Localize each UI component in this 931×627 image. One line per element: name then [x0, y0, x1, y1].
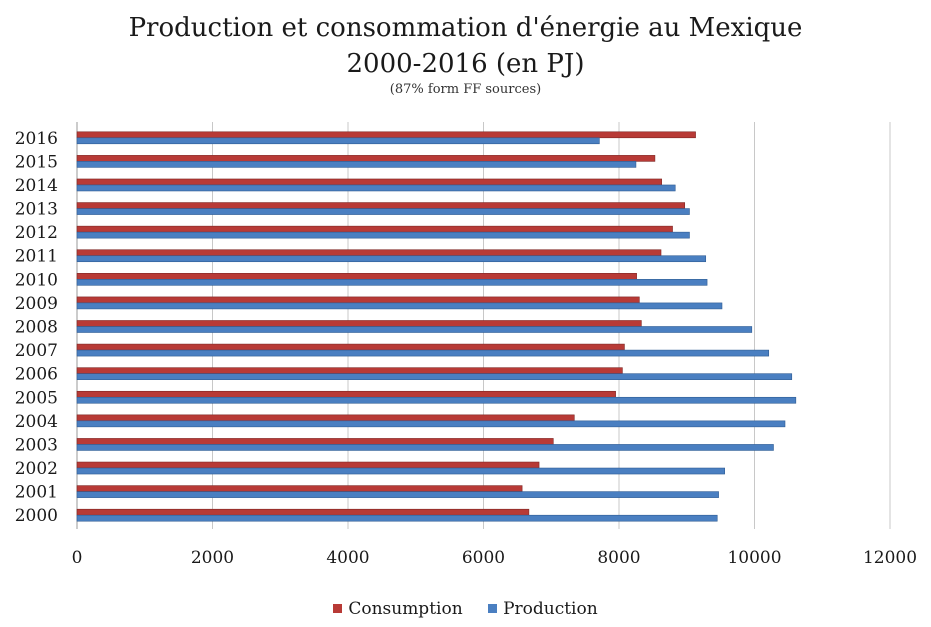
bars: [76, 131, 797, 522]
chart-title-line2: 2000-2016 (en PJ): [346, 49, 585, 79]
x-tick-label-2000: 2000: [191, 548, 234, 568]
x-tick-label-10000: 10000: [727, 548, 781, 568]
category-label-2012: 2012: [15, 223, 58, 243]
bar-consumption-2001: [76, 485, 523, 492]
bar-consumption-2012: [76, 225, 673, 233]
bar-production-2006: [76, 373, 793, 380]
bar-production-2012: [76, 231, 690, 239]
category-label-2008: 2008: [15, 318, 58, 338]
bar-consumption-2005: [76, 390, 616, 398]
category-label-2002: 2002: [15, 459, 58, 479]
legend-swatch-production: [488, 604, 498, 613]
x-tick-label-8000: 8000: [597, 548, 640, 568]
bar-production-2015: [76, 161, 637, 168]
bar-consumption-2008: [76, 320, 642, 327]
x-tick-label-4000: 4000: [326, 548, 369, 568]
legend-item-production: Production: [488, 599, 598, 619]
bar-consumption-2010: [76, 273, 637, 280]
bar-production-2005: [76, 396, 797, 404]
category-label-2009: 2009: [15, 294, 58, 314]
bar-production-2004: [76, 420, 786, 428]
bar-consumption-2011: [76, 249, 662, 257]
x-tick-label-6000: 6000: [462, 548, 505, 568]
legend-swatch-consumption: [333, 604, 343, 613]
category-label-2006: 2006: [15, 365, 58, 385]
bar-consumption-2006: [76, 367, 623, 374]
legend-label-production: Production: [503, 598, 598, 619]
category-label-2015: 2015: [15, 152, 58, 172]
bar-production-2011: [76, 255, 707, 263]
bar-production-2014: [76, 184, 676, 192]
category-label-2016: 2016: [15, 129, 58, 149]
bar-consumption-2000: [76, 508, 530, 516]
chart-subtitle: (87% form FF sources): [389, 82, 542, 97]
bar-consumption-2016: [76, 131, 696, 139]
chart-title: Production et consommation d'énergie au …: [128, 13, 803, 43]
x-tick-label-0: 0: [72, 548, 83, 568]
bar-consumption-2002: [76, 461, 540, 469]
legend-item-consumption: Consumption: [333, 598, 463, 619]
bar-consumption-2004: [76, 414, 575, 422]
category-label-2003: 2003: [15, 435, 58, 455]
bar-production-2016: [76, 137, 600, 145]
bar-production-2000: [76, 514, 718, 522]
category-label-2011: 2011: [15, 247, 58, 267]
bar-production-2007: [76, 349, 770, 357]
bar-production-2009: [76, 302, 723, 310]
legend-label-consumption: Consumption: [348, 598, 463, 619]
bar-production-2003: [76, 444, 774, 451]
legend: Consumption Production: [0, 598, 931, 619]
bar-consumption-2014: [76, 178, 662, 186]
bar-consumption-2009: [76, 296, 640, 304]
bar-production-2002: [76, 467, 725, 475]
bar-consumption-2013: [76, 202, 686, 209]
category-labels: 2000 2001 2002 2003 2004 2005 2006 2007 2008 2009…: [15, 129, 58, 526]
chart-titles: Production et consommation d'énergie au …: [0, 10, 931, 98]
x-tick-labels: 0 2000 4000 6000 8000 10000 12000: [72, 548, 917, 568]
x-tick-label-12000: 12000: [863, 548, 917, 568]
bar-consumption-2003: [76, 438, 554, 445]
category-label-2001: 2001: [15, 483, 58, 503]
category-label-2007: 2007: [15, 341, 58, 361]
bar-production-2001: [76, 491, 719, 498]
category-label-2010: 2010: [15, 270, 58, 290]
bar-consumption-2015: [76, 155, 656, 162]
bar-consumption-2007: [76, 343, 625, 351]
bar-production-2010: [76, 279, 708, 286]
category-label-2004: 2004: [15, 412, 58, 432]
bar-production-2008: [76, 326, 753, 333]
category-label-2014: 2014: [15, 176, 58, 196]
category-label-2000: 2000: [15, 506, 58, 526]
category-label-2005: 2005: [15, 388, 58, 408]
category-label-2013: 2013: [15, 200, 58, 220]
bar-production-2013: [76, 208, 690, 215]
